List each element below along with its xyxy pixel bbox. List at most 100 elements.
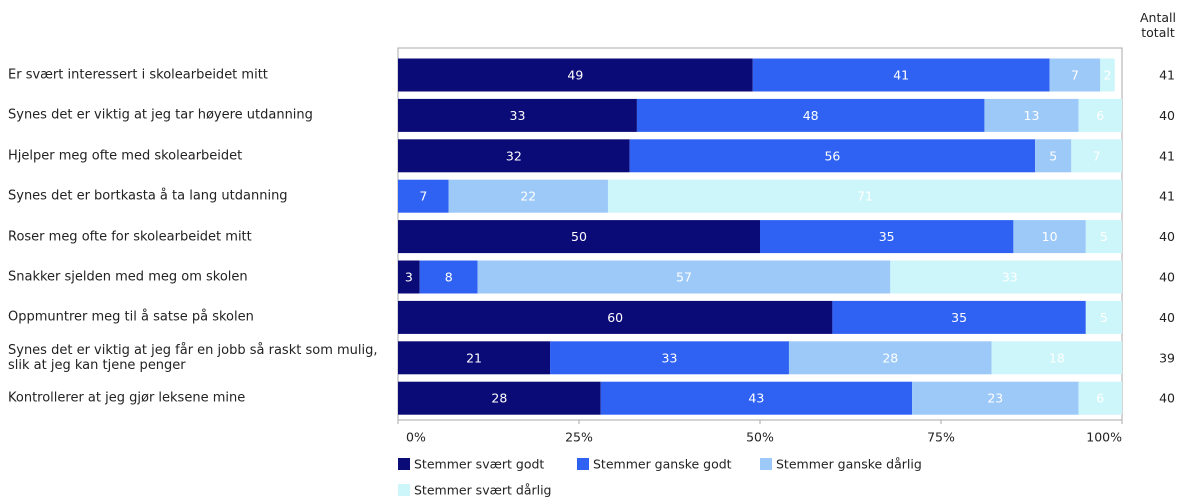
bar-segment <box>398 381 601 415</box>
bar-segment <box>607 179 1122 213</box>
bar-segment <box>477 260 891 294</box>
value-label: 5 <box>1100 310 1108 325</box>
bar-segment <box>991 341 1122 375</box>
bar-segment <box>398 98 637 132</box>
legend-label: Stemmer ganske dårlig <box>776 457 922 472</box>
x-tick-label: 100% <box>1086 430 1122 445</box>
bar-segment <box>788 341 992 375</box>
value-label: 48 <box>803 108 819 123</box>
value-label: 5 <box>1049 148 1057 163</box>
total-value: 40 <box>1159 108 1175 123</box>
value-label: 60 <box>607 310 623 325</box>
bar-segment <box>398 341 551 375</box>
bar-segment <box>398 139 630 173</box>
total-value: 41 <box>1159 148 1175 163</box>
value-label: 35 <box>951 310 967 325</box>
total-value: 41 <box>1159 189 1175 204</box>
bar-segment <box>398 300 833 334</box>
category-label: Oppmuntrer meg til å satse på skolen <box>8 309 254 325</box>
bar-segment <box>1078 381 1122 415</box>
bar-segment <box>398 260 420 294</box>
totals-header: Antall totalt <box>1140 10 1176 40</box>
value-label: 71 <box>857 189 873 204</box>
bar-segment <box>1035 139 1072 173</box>
legend-label: Stemmer svært godt <box>414 457 544 472</box>
bar-segment <box>550 341 789 375</box>
value-label: 18 <box>1049 350 1065 365</box>
x-tick-label: 50% <box>746 430 774 445</box>
legend-label: Stemmer svært dårlig <box>414 483 552 498</box>
x-tick-label: 25% <box>565 430 593 445</box>
bar-segment <box>832 300 1086 334</box>
bar-segment <box>1085 220 1122 254</box>
total-value: 39 <box>1159 350 1175 365</box>
value-label: 33 <box>1002 270 1018 285</box>
value-label: 33 <box>510 108 526 123</box>
value-label: 22 <box>520 189 536 204</box>
bar-segment <box>636 98 985 132</box>
value-label: 57 <box>676 270 692 285</box>
bar-segment <box>1013 220 1086 254</box>
value-label: 6 <box>1096 108 1104 123</box>
total-value: 40 <box>1159 270 1175 285</box>
category-label: Er svært interessert i skolearbeidet mit… <box>8 67 268 83</box>
bar-segment <box>600 381 913 415</box>
value-label: 56 <box>824 148 840 163</box>
total-value: 41 <box>1159 68 1175 83</box>
bar-segment <box>890 260 1122 294</box>
bar-segment <box>398 58 753 92</box>
x-tick-label: 0% <box>406 430 426 445</box>
value-label: 7 <box>419 189 427 204</box>
total-value: 40 <box>1159 391 1175 406</box>
value-label: 32 <box>506 148 522 163</box>
total-value: 40 <box>1159 229 1175 244</box>
value-label: 49 <box>567 68 583 83</box>
value-label: 7 <box>1071 68 1079 83</box>
legend-swatch <box>760 458 772 470</box>
bar-segment <box>448 179 608 213</box>
category-label: Hjelper meg ofte med skolearbeidet <box>8 148 243 164</box>
bar-segment <box>398 179 449 213</box>
category-label: Synes det er viktig at jeg tar høyere ut… <box>8 107 313 123</box>
bar-segment <box>984 98 1079 132</box>
bar-segment <box>760 220 1014 254</box>
value-label: 2 <box>1104 68 1112 83</box>
value-label: 5 <box>1100 229 1108 244</box>
category-label: Kontrollerer at jeg gjør leksene mine <box>8 390 246 406</box>
value-label: 7 <box>1093 148 1101 163</box>
bar-segment <box>629 139 1036 173</box>
value-label: 3 <box>405 270 413 285</box>
value-label: 23 <box>987 391 1003 406</box>
legend-swatch <box>577 458 589 470</box>
value-label: 28 <box>491 391 507 406</box>
bar-segment <box>419 260 478 294</box>
bar-segment <box>1049 58 1101 92</box>
value-label: 21 <box>466 350 482 365</box>
bar-segment <box>1100 58 1115 92</box>
bar-segment <box>1085 300 1122 334</box>
bar-segment <box>1071 139 1122 173</box>
legend-swatch <box>398 484 410 496</box>
legend-label: Stemmer ganske godt <box>593 457 732 472</box>
category-label: Roser meg ofte for skolearbeidet mitt <box>8 229 252 245</box>
value-label: 6 <box>1096 391 1104 406</box>
category-label: Synes det er viktig at jeg får en jobb s… <box>8 342 378 373</box>
bar-segment <box>912 381 1079 415</box>
value-label: 35 <box>879 229 895 244</box>
value-label: 41 <box>893 68 909 83</box>
category-label: Synes det er bortkasta å ta lang utdanni… <box>8 188 288 204</box>
value-label: 50 <box>571 229 587 244</box>
value-label: 10 <box>1042 229 1058 244</box>
value-label: 43 <box>748 391 764 406</box>
total-value: 40 <box>1159 310 1175 325</box>
value-label: 8 <box>445 270 453 285</box>
value-label: 33 <box>662 350 678 365</box>
bar-segment <box>1078 98 1122 132</box>
category-label: Snakker sjelden med meg om skolen <box>8 269 248 285</box>
value-label: 13 <box>1024 108 1040 123</box>
x-tick-label: 75% <box>927 430 955 445</box>
bar-segment <box>752 58 1050 92</box>
